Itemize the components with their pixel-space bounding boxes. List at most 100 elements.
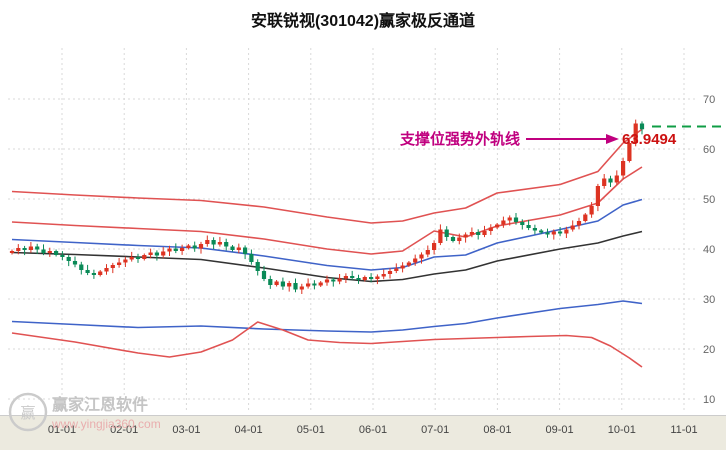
y-tick-label: 40 — [703, 244, 715, 256]
candle-body — [381, 274, 386, 277]
lower-outer-rail-red — [11, 321, 643, 368]
watermark-brand: 赢家江恩软件 — [52, 395, 148, 414]
candle-body — [570, 225, 575, 230]
x-tick-label: 04-01 — [235, 424, 263, 436]
y-axis-labels: 70 60 50 40 30 20 10 — [703, 94, 715, 406]
candle-body — [167, 248, 172, 252]
candle-body — [66, 257, 71, 261]
candle-body — [22, 248, 27, 250]
candle-body — [318, 282, 323, 286]
candle-body — [387, 271, 393, 274]
candle-body — [406, 262, 411, 266]
candle-body — [98, 271, 103, 275]
candle-body — [488, 227, 493, 231]
candle-body — [261, 271, 267, 279]
candle-body — [394, 268, 399, 271]
candle-body — [627, 143, 632, 161]
candle-body — [104, 268, 109, 272]
y-tick-label: 10 — [703, 394, 715, 406]
candle-body — [198, 244, 204, 249]
candle-body — [457, 237, 462, 241]
candle-body — [217, 242, 222, 245]
candle-body — [35, 246, 40, 250]
candle-body — [476, 232, 481, 235]
candlesticks — [9, 119, 645, 294]
x-tick-label: 03-01 — [172, 424, 200, 436]
annotation-value: 63.9494 — [622, 131, 677, 148]
y-tick-label: 30 — [703, 294, 715, 306]
x-tick-label: 11-01 — [670, 424, 697, 436]
candle-body — [419, 254, 424, 259]
x-tick-label: 07-01 — [421, 424, 449, 436]
x-tick-label: 02-01 — [110, 424, 138, 436]
candle-body — [501, 220, 506, 225]
x-tick-label: 05-01 — [297, 424, 325, 436]
candle-body — [621, 161, 626, 176]
candle-body — [602, 178, 607, 186]
candle-body — [274, 281, 279, 285]
candle-body — [54, 251, 59, 255]
candle-body — [154, 252, 159, 256]
candle-body — [469, 232, 474, 235]
candle-body — [545, 232, 550, 235]
upper-outer-rail-red — [11, 128, 643, 224]
candle-body — [79, 264, 84, 270]
candle-body — [639, 123, 645, 130]
candle-body — [425, 250, 430, 255]
candle-body — [91, 273, 96, 275]
candle-body — [255, 262, 260, 271]
y-tick-label: 50 — [703, 194, 715, 206]
x-tick-label: 06-01 — [359, 424, 387, 436]
candle-body — [47, 251, 52, 253]
annotation-arrowhead-icon — [606, 134, 619, 144]
candle-body — [513, 217, 519, 222]
y-tick-label: 20 — [703, 344, 715, 356]
watermark-url: www.yingjia360.com — [51, 417, 161, 431]
candle-body — [400, 265, 405, 269]
candle-body — [463, 234, 468, 238]
candle-body — [243, 247, 248, 254]
life-line-black — [11, 230, 643, 283]
candle-body — [608, 178, 613, 183]
candle-body — [230, 246, 235, 250]
candle-body — [331, 279, 336, 282]
candle-body — [432, 243, 437, 250]
candle-body — [161, 251, 166, 256]
candle-body — [211, 240, 216, 245]
candle-body — [135, 257, 141, 259]
lower-channel-blue — [11, 300, 643, 333]
candle-body — [507, 217, 512, 221]
candle-body — [564, 229, 569, 234]
candle-body — [110, 265, 115, 268]
annotation: 支撑位强势外轨线 63.9494 — [399, 130, 677, 148]
candle-body — [343, 276, 348, 279]
x-tick-label: 10-01 — [608, 424, 636, 436]
candle-body — [375, 276, 380, 279]
candle-body — [614, 175, 619, 183]
chart-title: 安联锐视(301042)赢家极反通道 — [251, 11, 475, 30]
annotation-label: 支撑位强势外轨线 — [399, 130, 520, 148]
x-tick-label: 08-01 — [483, 424, 511, 436]
candle-body — [444, 229, 449, 237]
candle-body — [520, 222, 525, 225]
candle-body — [306, 283, 311, 287]
candle-body — [186, 245, 191, 248]
candle-body — [350, 276, 355, 278]
candle-body — [362, 277, 367, 280]
candle-body — [268, 279, 273, 285]
bottom-strip — [0, 416, 726, 450]
candle-body — [337, 278, 342, 282]
candle-body — [532, 228, 537, 231]
candle-body — [173, 248, 178, 251]
candle-body — [280, 281, 285, 287]
candle-body — [72, 261, 78, 265]
candle-body — [293, 283, 298, 290]
candle-body — [180, 248, 185, 251]
candle-body — [576, 221, 582, 226]
candle-body — [148, 252, 153, 255]
watermark: 赢 赢家江恩软件 www.yingjia360.com — [8, 392, 161, 432]
grid-lines — [8, 48, 698, 413]
y-tick-label: 60 — [703, 144, 715, 156]
candle-body — [192, 245, 197, 249]
